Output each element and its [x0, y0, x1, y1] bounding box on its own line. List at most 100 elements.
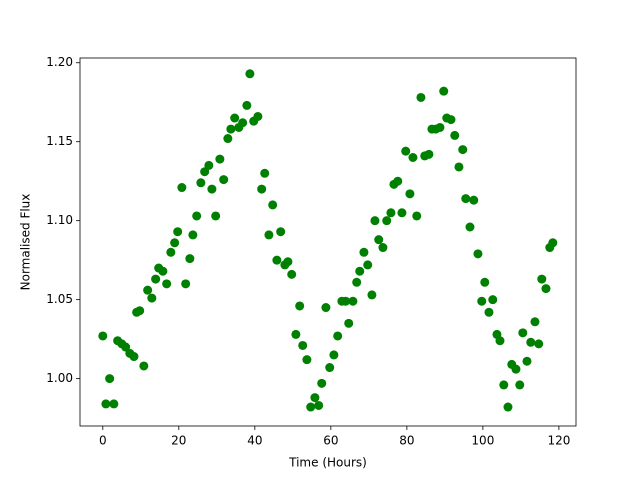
data-point — [245, 69, 255, 79]
data-point — [181, 279, 191, 289]
data-point — [416, 92, 426, 102]
data-point — [511, 364, 521, 374]
data-point — [397, 208, 407, 218]
data-point — [473, 249, 483, 259]
x-tick-label: 120 — [547, 434, 570, 448]
data-point — [283, 257, 293, 267]
data-point — [374, 235, 384, 245]
data-point — [219, 175, 229, 185]
y-tick-label: 1.00 — [46, 371, 73, 385]
data-point — [264, 230, 274, 240]
data-point — [484, 307, 494, 317]
data-point — [317, 378, 327, 388]
data-point — [166, 247, 176, 257]
data-point — [230, 113, 240, 123]
data-point — [454, 162, 464, 172]
data-point — [480, 277, 490, 287]
data-point — [367, 290, 377, 300]
data-point — [412, 211, 422, 221]
data-point — [348, 296, 358, 306]
data-point — [196, 178, 206, 188]
data-point — [291, 329, 301, 339]
data-point — [341, 296, 351, 306]
data-point — [522, 356, 532, 366]
data-point — [424, 149, 434, 159]
data-point — [162, 279, 172, 289]
data-point — [143, 285, 153, 295]
y-tick-label: 1.10 — [46, 213, 73, 227]
data-point — [121, 342, 131, 352]
data-point — [310, 393, 320, 403]
x-axis-label: Time (Hours) — [288, 456, 367, 470]
x-tick-label: 40 — [247, 434, 262, 448]
data-point — [548, 238, 558, 248]
data-point — [295, 301, 305, 311]
data-point — [534, 339, 544, 349]
data-point — [272, 255, 282, 265]
x-tick-label: 0 — [99, 434, 107, 448]
data-point — [302, 355, 312, 365]
x-tick-label: 60 — [323, 434, 338, 448]
data-point — [215, 154, 225, 164]
data-point — [461, 194, 471, 204]
data-point — [329, 350, 339, 360]
data-point — [185, 254, 195, 264]
data-point — [223, 134, 233, 144]
data-point — [101, 399, 111, 409]
data-point — [450, 130, 460, 140]
data-point — [321, 303, 331, 313]
data-point — [378, 243, 388, 253]
data-point — [204, 160, 214, 170]
data-point — [515, 380, 525, 390]
data-point — [477, 296, 487, 306]
data-point — [151, 274, 161, 284]
data-point — [541, 284, 551, 294]
data-point — [147, 293, 157, 303]
data-point — [211, 211, 221, 221]
data-point — [499, 380, 509, 390]
data-point — [306, 402, 316, 412]
data-point — [408, 153, 418, 163]
data-point — [465, 222, 475, 232]
data-point — [518, 328, 528, 338]
data-point — [200, 167, 210, 177]
y-tick-label: 1.05 — [46, 292, 73, 306]
y-tick-label: 1.20 — [46, 55, 73, 69]
data-point — [446, 115, 456, 125]
data-point — [192, 211, 202, 221]
data-point — [276, 227, 286, 237]
plot-frame — [79, 57, 577, 427]
data-point — [526, 337, 536, 347]
data-point — [382, 216, 392, 226]
data-point — [439, 86, 449, 96]
data-point — [435, 122, 445, 132]
data-point — [177, 183, 187, 193]
data-point — [488, 295, 498, 305]
x-tick-label: 80 — [399, 434, 414, 448]
data-point — [401, 146, 411, 156]
data-point — [188, 230, 198, 240]
data-point — [257, 184, 267, 194]
data-point — [139, 361, 149, 371]
data-point — [495, 336, 505, 346]
data-point — [537, 274, 547, 284]
data-point — [355, 266, 365, 276]
data-point — [158, 266, 168, 276]
data-point — [170, 238, 180, 248]
y-tick-label: 1.15 — [46, 134, 73, 148]
data-point — [530, 317, 540, 327]
data-point — [287, 269, 297, 279]
data-point — [503, 402, 513, 412]
data-point — [260, 168, 270, 178]
data-point — [135, 306, 145, 316]
data-point — [129, 352, 139, 362]
data-point — [325, 363, 335, 373]
data-point — [268, 200, 278, 210]
data-point — [238, 118, 248, 128]
y-axis-label: Normalised Flux — [19, 194, 33, 291]
data-point — [253, 111, 263, 121]
data-point — [344, 318, 354, 328]
data-point — [458, 145, 468, 155]
